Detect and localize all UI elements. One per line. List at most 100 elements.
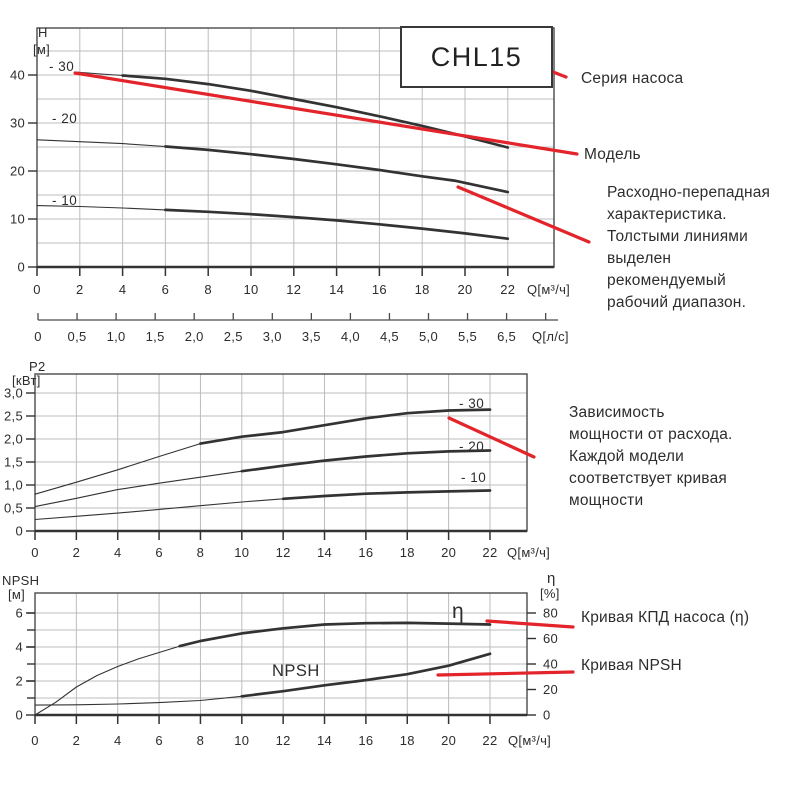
x-tick-label: 22 (500, 282, 515, 297)
y2-tick-label: 40 (543, 657, 558, 672)
y-tick-label: 2,5 (4, 409, 23, 424)
x-tick-label: 12 (276, 545, 291, 560)
x-tick-label: 12 (286, 282, 301, 297)
secondary-tick-label: 0 (34, 329, 42, 344)
x-tick-label: 14 (317, 733, 332, 748)
curve-thin (34, 695, 243, 706)
p2-axis-title: P2 (29, 359, 46, 374)
secondary-tick-label: 0,5 (68, 329, 87, 344)
eta-axis-unit: [%] (540, 586, 560, 601)
h-axis-unit: [м] (33, 42, 51, 57)
y-tick-label: 30 (10, 116, 25, 131)
x-axis-label: Q[м³/ч] (508, 733, 551, 748)
y-tick-label: 6 (15, 606, 23, 621)
secondary-tick-label: 2,0 (185, 329, 204, 344)
x-tick-label: 2 (76, 282, 84, 297)
curve-bold (164, 208, 510, 241)
curve-bold (199, 408, 492, 445)
secondary-tick-label: 5,0 (419, 329, 438, 344)
secondary-tick-label: 6,5 (497, 329, 516, 344)
callout-flow-head: Расходно-перепадная характеристика. Толс… (607, 184, 771, 311)
y-tick-label: 1,0 (4, 478, 23, 493)
y-tick-label: 0,5 (4, 501, 23, 516)
curve-thin (34, 645, 181, 716)
callout-efficiency: Кривая КПД насоса (η) (581, 609, 750, 626)
x-tick-label: 18 (400, 733, 415, 748)
secondary-axis-label: Q[л/с] (532, 329, 569, 344)
callout-line-to-efficiency-callout (485, 619, 575, 629)
pump-series-box: CHL15 (400, 26, 553, 88)
curve-thin (34, 443, 201, 495)
y-tick-label: 40 (10, 68, 25, 83)
x-tick-label: 10 (234, 733, 249, 748)
x-tick-label: 4 (114, 545, 122, 560)
x-axis-label: Q[м³/ч] (507, 545, 550, 560)
callout-line-to-model-callout (73, 71, 579, 156)
x-tick-label: 10 (234, 545, 249, 560)
p2-axis-unit: [кВт] (12, 373, 41, 388)
curve-thin (34, 470, 243, 508)
x-tick-label: 12 (276, 733, 291, 748)
y-tick-label: 0 (17, 260, 25, 275)
secondary-tick-label: 4,5 (380, 329, 399, 344)
x-tick-label: 10 (243, 282, 258, 297)
series-label: - 10 (461, 470, 486, 485)
secondary-tick-label: 1,5 (146, 329, 165, 344)
secondary-tick-label: 5,5 (458, 329, 477, 344)
series-label: - 20 (52, 111, 77, 126)
x-tick-label: 2 (73, 545, 81, 560)
curve-thin (34, 498, 284, 521)
series-label: - 10 (52, 193, 77, 208)
callout-line-to-flow-head-callout (456, 185, 591, 244)
series-label: η (452, 600, 464, 623)
callout-model: Модель (584, 146, 641, 163)
curve-thin (36, 205, 166, 211)
callout-pump-series: Серия насоса (581, 70, 684, 87)
callout-power: Зависимость мощности от расхода. Каждой … (569, 404, 733, 509)
callout-line-to-npsh-callout (436, 670, 575, 677)
y2-tick-label: 80 (543, 606, 558, 621)
secondary-tick-label: 2,5 (224, 329, 243, 344)
x-tick-label: 8 (197, 733, 205, 748)
series-label: - 30 (459, 396, 484, 411)
x-tick-label: 14 (329, 282, 344, 297)
secondary-tick-label: 3,0 (263, 329, 282, 344)
x-tick-label: 2 (73, 733, 81, 748)
secondary-tick-label: 1,0 (107, 329, 126, 344)
x-tick-label: 16 (372, 282, 387, 297)
x-tick-label: 22 (482, 545, 497, 560)
y2-tick-label: 20 (543, 682, 558, 697)
series-label: - 30 (49, 59, 74, 74)
y-tick-label: 3,0 (4, 386, 23, 401)
x-tick-label: 0 (31, 733, 39, 748)
y-tick-label: 0 (15, 708, 23, 723)
x-tick-label: 18 (415, 282, 430, 297)
x-tick-label: 20 (441, 545, 456, 560)
x-axis-label: Q[м³/ч] (527, 282, 570, 297)
x-tick-label: 16 (358, 733, 373, 748)
x-tick-label: 16 (358, 545, 373, 560)
x-tick-label: 0 (31, 545, 39, 560)
curve-thin (74, 71, 124, 77)
curve-bold (240, 652, 492, 698)
x-tick-label: 6 (155, 545, 163, 560)
x-tick-label: 8 (197, 545, 205, 560)
y-tick-label: 0 (15, 524, 23, 539)
curve-bold (281, 489, 492, 501)
curve-thin (36, 139, 166, 148)
x-tick-label: 20 (441, 733, 456, 748)
x-tick-label: 22 (482, 733, 497, 748)
x-tick-label: 8 (204, 282, 212, 297)
npsh-axis-unit: [м] (8, 587, 26, 602)
x-tick-label: 0 (33, 282, 41, 297)
series-label: - 20 (459, 439, 484, 454)
secondary-tick-label: 4,0 (341, 329, 360, 344)
x-tick-label: 18 (400, 545, 415, 560)
x-tick-label: 20 (457, 282, 472, 297)
y-tick-label: 10 (10, 212, 25, 227)
y2-tick-label: 60 (543, 631, 558, 646)
curve-bold (178, 621, 492, 648)
x-tick-label: 14 (317, 545, 332, 560)
